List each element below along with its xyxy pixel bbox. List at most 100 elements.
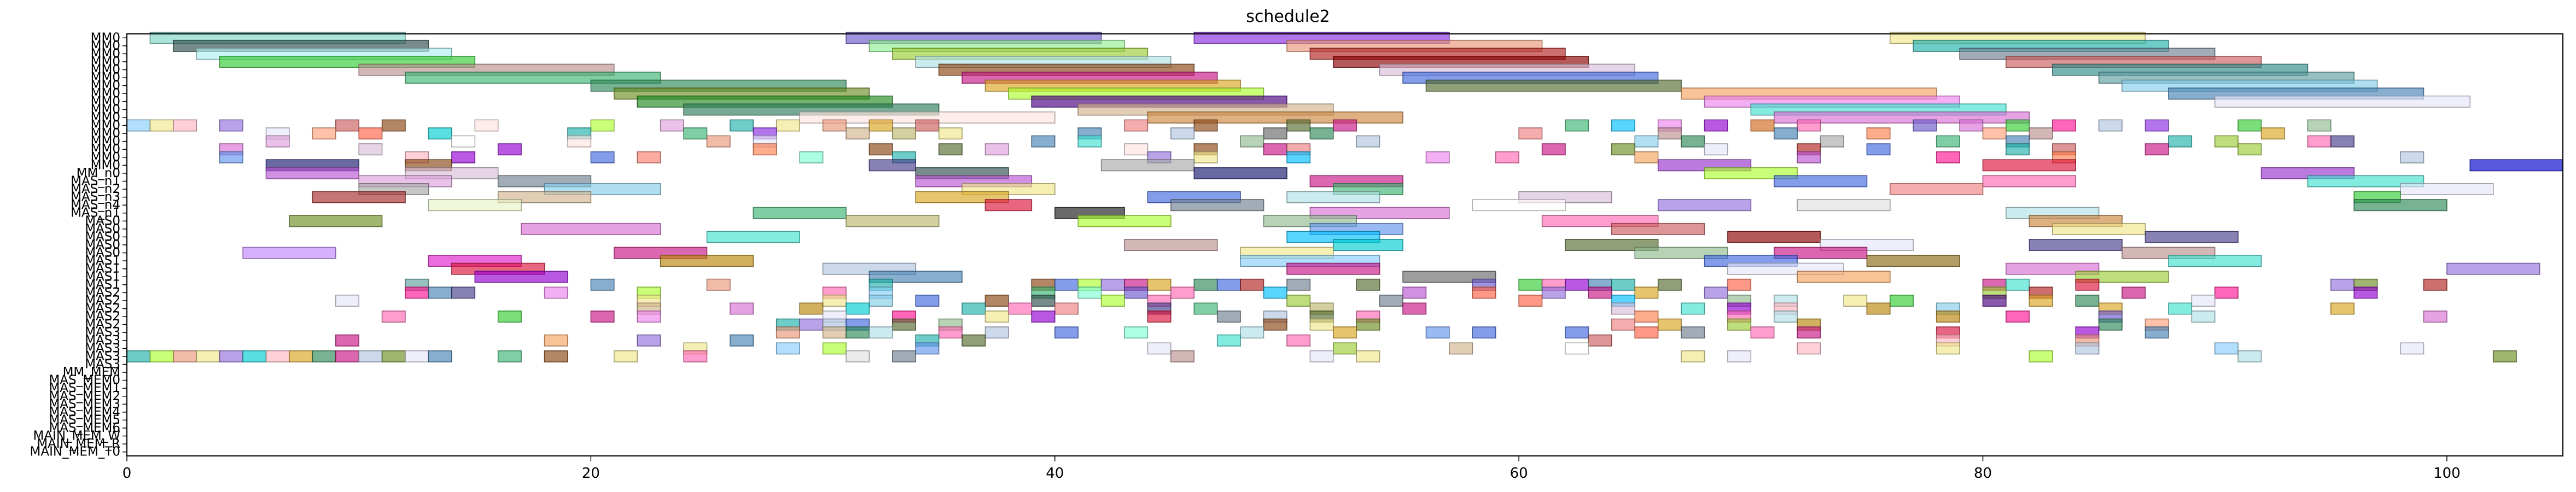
task-bar <box>474 271 568 283</box>
task-bar <box>984 199 1033 212</box>
task-bar <box>1124 238 1218 251</box>
row-label: MAS_MEM2 <box>49 389 120 403</box>
task-bar <box>869 119 893 132</box>
task-bar <box>799 302 824 315</box>
row-label: MM0 <box>91 55 120 69</box>
task-bar <box>2191 294 2216 307</box>
task-bar <box>2237 143 2262 156</box>
task-bar <box>1124 119 1149 132</box>
task-bar <box>846 350 870 362</box>
task-bar <box>1263 318 1287 331</box>
task-bar <box>1727 318 1752 331</box>
task-bar <box>637 311 661 323</box>
task-bar <box>1170 286 1195 299</box>
row-label: MM0 <box>91 63 120 77</box>
task-bar <box>2098 119 2123 132</box>
task-bar <box>1193 302 1218 315</box>
task-bar <box>312 350 336 362</box>
task-bar <box>2307 175 2425 188</box>
row-label: MAS3 <box>85 341 120 355</box>
task-bar <box>2400 151 2425 163</box>
task-bar <box>1495 151 1519 163</box>
task-bar <box>1425 151 1450 163</box>
task-bar <box>706 135 731 148</box>
task-bar <box>1634 326 1659 339</box>
task-bar <box>381 119 406 132</box>
task-bar <box>984 326 1009 339</box>
task-bar <box>405 350 429 362</box>
row-label: MAS1 <box>85 278 120 292</box>
task-bar <box>1124 143 1149 156</box>
task-bar <box>846 326 870 339</box>
task-bar <box>2423 278 2447 291</box>
task-bar <box>1681 135 1705 148</box>
task-bar <box>1611 143 1636 156</box>
task-bar <box>1565 278 1589 291</box>
task-bar <box>822 342 847 355</box>
task-bar <box>590 119 615 132</box>
row-label: MAS_MEM5 <box>49 413 120 427</box>
task-bar <box>1286 119 1311 132</box>
chart-title: schedule2 <box>1246 7 1330 26</box>
task-bar <box>1982 127 2007 140</box>
task-bar <box>1100 159 1195 172</box>
task-bar <box>2006 311 2030 323</box>
task-bar <box>2469 159 2563 172</box>
row-label: MAS_n1 <box>71 206 120 220</box>
task-bar <box>1193 167 1287 179</box>
task-bar <box>1681 350 1705 362</box>
task-bar <box>1982 159 2076 172</box>
task-bar <box>730 334 754 347</box>
task-bar <box>1286 262 1380 275</box>
task-bar <box>1634 151 1659 163</box>
task-bar <box>1565 326 1589 339</box>
task-bar <box>1657 127 1682 140</box>
task-bar <box>1727 278 1752 291</box>
task-bar <box>1936 135 1960 148</box>
task-bar <box>1170 350 1195 362</box>
task-bar <box>2029 238 2123 251</box>
row-label: MM0 <box>91 158 120 172</box>
task-bar <box>126 350 151 362</box>
task-bar <box>1216 278 1241 291</box>
task-bar <box>1402 286 1427 299</box>
row-label: MAIN_MEM_W <box>33 429 120 443</box>
task-bar <box>1286 278 1311 291</box>
task-bar <box>1634 311 1659 323</box>
task-bar <box>544 334 568 347</box>
task-bar <box>1449 342 1473 355</box>
task-bar <box>730 302 754 315</box>
task-bar <box>219 119 243 132</box>
task-bar <box>1913 119 1937 132</box>
task-bar <box>1124 326 1149 339</box>
row-label: MAS_n2 <box>71 182 120 196</box>
row-label: MAS1 <box>85 262 120 276</box>
task-bar <box>1309 127 1334 140</box>
task-bar <box>1657 318 1682 331</box>
row-labels: MM0MM0MM0MM0MM0MM0MM0MM0MM0MM0MM0MM0MM0M… <box>30 31 127 459</box>
task-bar <box>1379 294 1403 307</box>
task-bar <box>1797 119 1821 132</box>
row-label: MAS_MEM6 <box>49 421 120 435</box>
task-bar <box>149 350 174 362</box>
task-bar <box>2330 135 2354 148</box>
task-bar <box>1216 311 1241 323</box>
task-bar <box>1797 271 1891 283</box>
task-bar <box>776 119 800 132</box>
task-bar <box>2144 143 2169 156</box>
task-bar <box>1286 334 1311 347</box>
row-label: MAS2 <box>85 302 120 316</box>
task-bar <box>1240 135 1264 148</box>
task-bar <box>590 151 615 163</box>
task-bar <box>2029 294 2053 307</box>
task-bar <box>1170 199 1264 212</box>
task-bar <box>2168 302 2193 315</box>
task-bar <box>1402 302 1427 315</box>
task-bar <box>869 159 917 172</box>
row-label: MAS_n1 <box>71 174 120 188</box>
task-bar <box>2122 286 2146 299</box>
task-bar <box>1518 127 1543 140</box>
task-bar <box>2006 278 2030 291</box>
task-bar <box>1959 119 1984 132</box>
